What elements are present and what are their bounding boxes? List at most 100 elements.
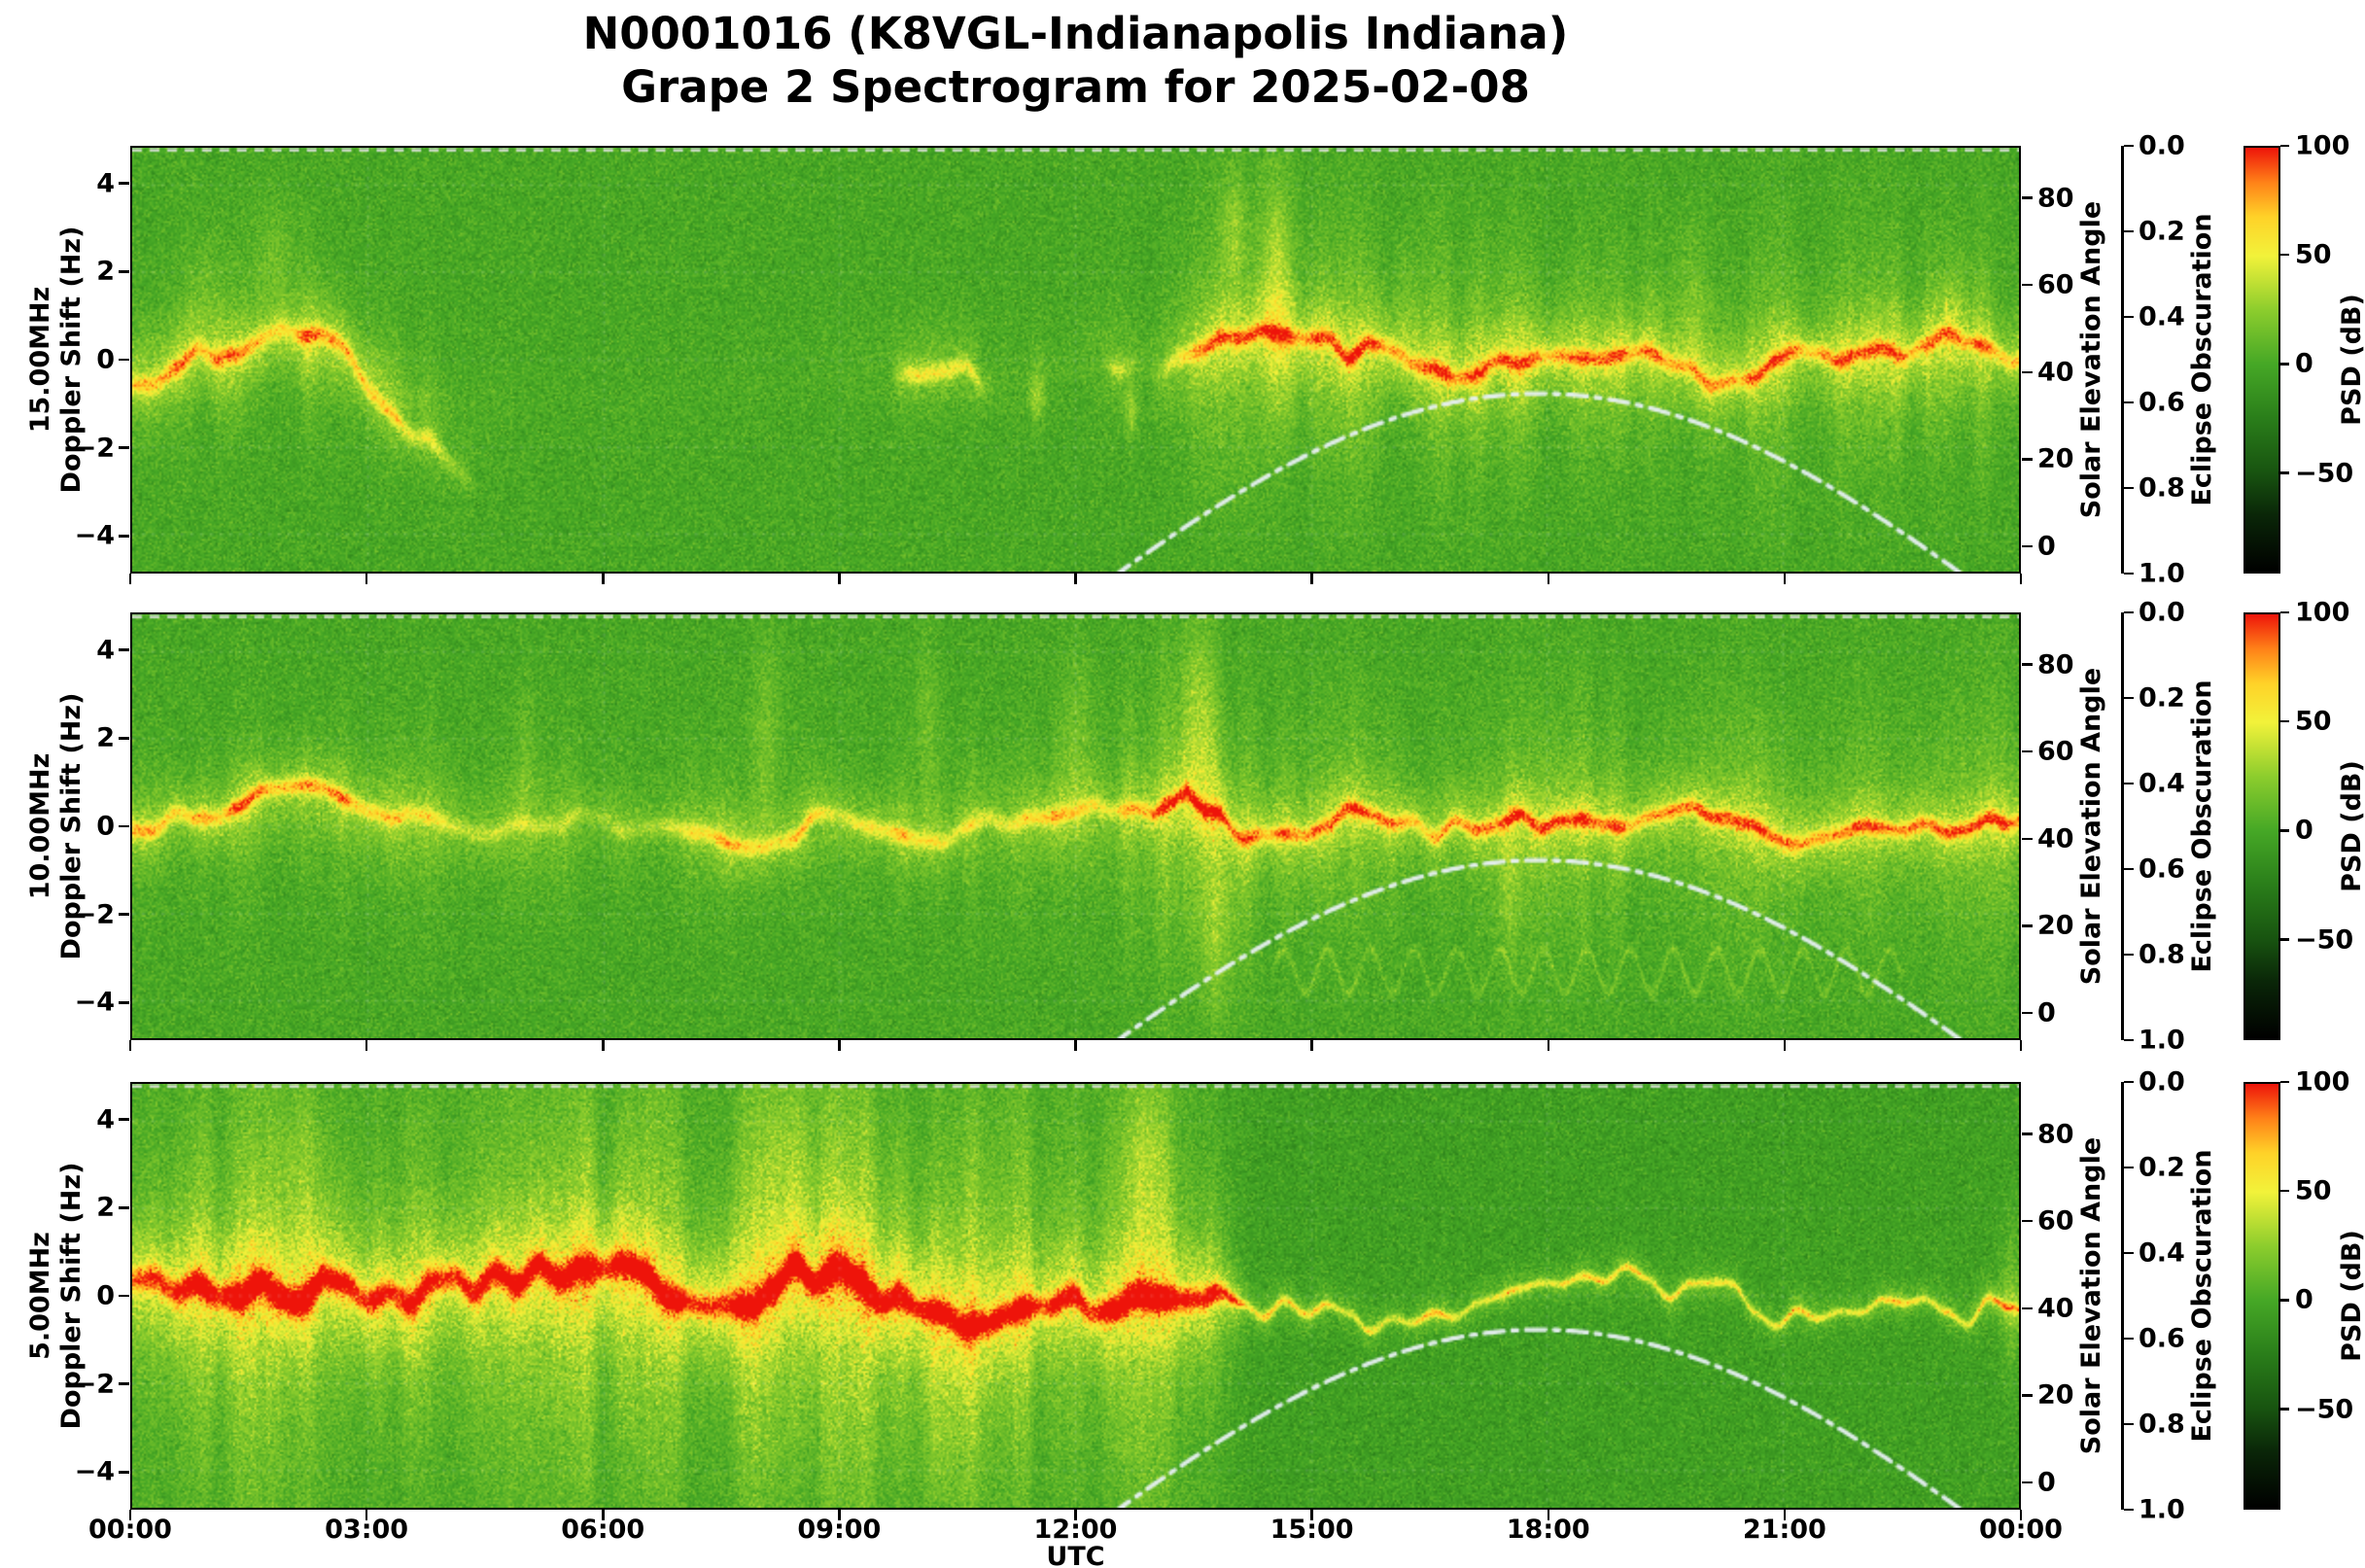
- solar-tick-mark: [2022, 458, 2033, 461]
- doppler-tick-mark: [119, 737, 129, 740]
- x-tick-mark: [1783, 574, 1787, 584]
- solar-tick-mark: [2022, 1307, 2033, 1309]
- solar-axis-label: Solar Elevation Angle: [2076, 200, 2107, 519]
- eclipse-axis-spine: [2121, 146, 2124, 574]
- solar-tick-label: 40: [2037, 823, 2074, 854]
- x-tick-mark: [2019, 574, 2023, 584]
- x-tick-label: 12:00: [1033, 1515, 1118, 1545]
- eclipse-tick-label: 0.6: [2139, 1323, 2185, 1354]
- solar-tick-label: 60: [2037, 1205, 2074, 1237]
- eclipse-tick-label: 0.4: [2139, 1237, 2185, 1269]
- eclipse-tick-label: 0.0: [2139, 130, 2185, 161]
- eclipse-axis-label: Eclipse Obscuration: [2187, 679, 2218, 973]
- eclipse-tick-mark: [2124, 1337, 2134, 1341]
- eclipse-tick-mark: [2124, 782, 2134, 785]
- eclipse-axis-label: Eclipse Obscuration: [2187, 213, 2218, 506]
- x-tick-label: 15:00: [1269, 1515, 1354, 1545]
- colorbar-tick-label: 100: [2295, 1066, 2350, 1098]
- solar-axis-label: Solar Elevation Angle: [2076, 667, 2107, 986]
- x-tick-label: 00:00: [1979, 1515, 2063, 1545]
- doppler-tick-mark: [119, 1471, 129, 1474]
- psd-colorbar: [2243, 1082, 2280, 1510]
- x-tick-mark: [1074, 1510, 1077, 1520]
- eclipse-tick-label: 0.6: [2139, 854, 2185, 885]
- psd-axis-label: PSD (dB): [2337, 760, 2365, 892]
- solar-tick-label: 20: [2037, 1379, 2074, 1411]
- doppler-tick-label: 4: [96, 1104, 115, 1135]
- colorbar-tick-mark: [2280, 829, 2289, 832]
- doppler-tick-label: −4: [74, 520, 115, 551]
- solar-tick-mark: [2022, 749, 2033, 753]
- eclipse-tick-label: 0.8: [2139, 939, 2185, 970]
- eclipse-tick-mark: [2124, 486, 2134, 490]
- eclipse-tick-mark: [2124, 572, 2134, 575]
- eclipse-tick-mark: [2124, 1166, 2134, 1169]
- doppler-tick-mark: [119, 648, 129, 651]
- solar-tick-label: 20: [2037, 910, 2074, 941]
- psd-colorbar: [2243, 146, 2280, 574]
- spectrogram-canvas-10mhz: [132, 614, 2019, 1038]
- colorbar-tick-label: 50: [2295, 706, 2332, 737]
- x-tick-mark: [1310, 1510, 1313, 1520]
- eclipse-tick-label: 0.2: [2139, 682, 2185, 714]
- solar-tick-label: 60: [2037, 736, 2074, 767]
- doppler-tick-label: 0: [96, 811, 115, 842]
- eclipse-tick-mark: [2124, 401, 2134, 404]
- x-tick-mark: [602, 1510, 605, 1520]
- solar-tick-label: 80: [2037, 649, 2074, 680]
- x-tick-mark: [1547, 1510, 1549, 1520]
- doppler-tick-mark: [119, 1118, 129, 1121]
- panel-5mhz: 5.00MHz Doppler Shift (Hz) 4 2 0 −2 −4 80 60 40 20…: [0, 1069, 2365, 1523]
- eclipse-tick-label: 0.6: [2139, 387, 2185, 418]
- eclipse-tick-label: 1.0: [2139, 558, 2185, 589]
- colorbar-tick-mark: [2280, 471, 2289, 474]
- colorbar-tick-label: 0: [2295, 348, 2313, 379]
- doppler-tick-mark: [119, 535, 129, 538]
- colorbar-tick-label: −50: [2295, 1394, 2354, 1425]
- x-tick-mark: [128, 1040, 132, 1051]
- x-tick-mark: [2019, 1510, 2023, 1520]
- solar-tick-label: 20: [2037, 443, 2074, 474]
- eclipse-tick-mark: [2124, 144, 2134, 148]
- figure-title: N0001016 (K8VGL-Indianapolis Indiana) Gr…: [130, 8, 2021, 115]
- doppler-tick-mark: [119, 1382, 129, 1385]
- doppler-tick-label: −2: [74, 899, 115, 930]
- eclipse-tick-label: 0.0: [2139, 597, 2185, 628]
- solar-tick-label: 40: [2037, 357, 2074, 388]
- solar-tick-mark: [2022, 1481, 2033, 1484]
- colorbar-tick-mark: [2280, 610, 2289, 614]
- colorbar-tick-mark: [2280, 938, 2289, 941]
- colorbar-tick-label: 50: [2295, 239, 2332, 270]
- doppler-tick-mark: [119, 913, 129, 916]
- eclipse-tick-label: 0.4: [2139, 301, 2185, 332]
- colorbar-tick-mark: [2280, 1299, 2289, 1302]
- panel-15mhz: 15.00MHz Doppler Shift (Hz) 4 2 0 −2 −4 80 60 40 2…: [0, 133, 2365, 587]
- eclipse-tick-label: 1.0: [2139, 1494, 2185, 1525]
- x-tick-mark: [128, 1510, 132, 1520]
- x-tick-label: 03:00: [325, 1515, 409, 1545]
- eclipse-tick-label: 0.2: [2139, 1152, 2185, 1183]
- solar-tick-label: 0: [2037, 531, 2056, 562]
- doppler-tick-label: −4: [74, 987, 115, 1018]
- doppler-tick-label: 4: [96, 168, 115, 199]
- doppler-tick-label: 0: [96, 1280, 115, 1311]
- solar-tick-mark: [2022, 1394, 2033, 1397]
- doppler-tick-label: 2: [96, 1192, 115, 1223]
- eclipse-tick-label: 0.4: [2139, 768, 2185, 799]
- eclipse-tick-label: 1.0: [2139, 1025, 2185, 1056]
- doppler-tick-label: 2: [96, 256, 115, 287]
- eclipse-tick-label: 0.8: [2139, 1409, 2185, 1440]
- solar-tick-mark: [2022, 1011, 2033, 1015]
- spectrogram-plot-5mhz: [130, 1082, 2021, 1510]
- eclipse-axis-label: Eclipse Obscuration: [2187, 1149, 2218, 1443]
- spectrogram-canvas-5mhz: [132, 1084, 2019, 1508]
- colorbar-tick-label: 100: [2295, 597, 2350, 628]
- solar-tick-mark: [2022, 283, 2033, 287]
- spectrogram-plot-15mhz: [130, 146, 2021, 574]
- solar-tick-mark: [2022, 196, 2033, 199]
- x-tick-label: 09:00: [797, 1515, 882, 1545]
- colorbar-tick-mark: [2280, 144, 2289, 148]
- x-tick-mark: [365, 574, 368, 584]
- doppler-tick-mark: [119, 182, 129, 185]
